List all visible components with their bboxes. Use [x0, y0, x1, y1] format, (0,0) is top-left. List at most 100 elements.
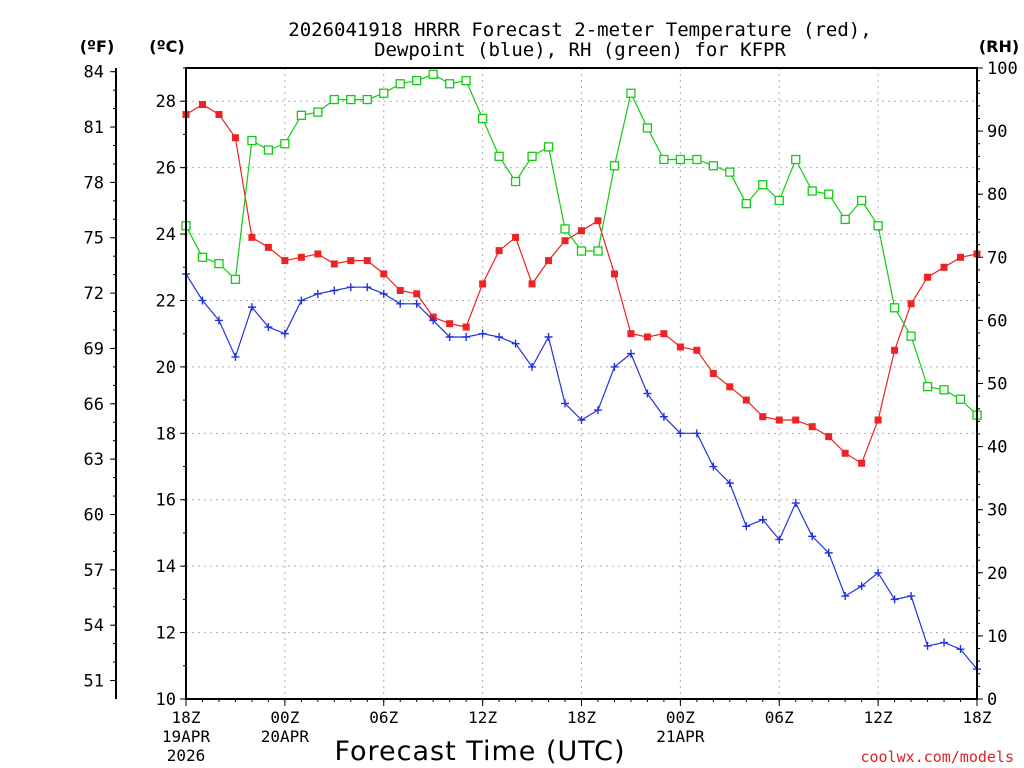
fahrenheit-tick-label: 63 [84, 450, 104, 470]
dewpoint-point [198, 296, 207, 305]
dewpoint-point [495, 333, 504, 342]
dewpoint-point [412, 299, 421, 308]
temperature-point [347, 257, 355, 265]
temperature-point [198, 101, 206, 109]
dewpoint-point [791, 499, 800, 508]
temperature-point [363, 257, 371, 265]
celsius-tick-label: 18 [156, 424, 176, 444]
plot-frame [185, 67, 978, 700]
x-tick-label: 18Z [567, 708, 596, 727]
temperature-point [594, 217, 602, 225]
rh-point [692, 154, 702, 165]
x-tick-label: 18Z [172, 708, 201, 727]
fahrenheit-axis-label: (ºF) [80, 37, 115, 56]
rh-point [379, 88, 389, 98]
temperature-point [660, 330, 668, 338]
rh-point [296, 110, 307, 120]
rh-point [807, 186, 817, 196]
rh-point [725, 167, 735, 177]
rh-point [477, 113, 488, 124]
rh-point [313, 107, 323, 117]
temperature-point [446, 320, 454, 328]
dewpoint-point [956, 645, 965, 654]
dewpoint-point [725, 479, 734, 488]
dewpoint-point [313, 289, 322, 298]
rh-point [197, 252, 208, 262]
rh-point [593, 246, 603, 256]
fahrenheit-tick-label: 75 [84, 229, 104, 249]
x-axis-title: Forecast Time (UTC) [334, 736, 625, 767]
rh-point [263, 145, 274, 155]
dewpoint-point [297, 296, 306, 305]
temperature-point [742, 396, 750, 404]
x-tick-label: 06Z [369, 708, 398, 727]
temperature-point [775, 416, 783, 424]
x-tick-label: 12Z [864, 708, 893, 727]
rh-point [840, 214, 850, 225]
temperature-point [759, 413, 767, 421]
fahrenheit-tick-label: 84 [84, 63, 104, 83]
temperature-point [841, 449, 849, 457]
celsius-tick-label: 28 [156, 92, 176, 112]
temperature-point [709, 370, 717, 378]
rh-point [461, 75, 471, 86]
rh-point [428, 69, 438, 79]
grid [186, 68, 977, 700]
temperature-point [924, 273, 932, 281]
rh-point [247, 135, 257, 146]
dewpoint-point [890, 595, 899, 604]
rh-tick-label: 30 [987, 501, 1007, 521]
rh-point [791, 154, 801, 165]
temperature-point [495, 247, 503, 255]
temperature-point [825, 433, 833, 441]
rh-point [873, 221, 883, 231]
x-tick-label: 06Z [765, 708, 794, 727]
temperature-point [808, 423, 816, 431]
x-tick-label: 00Z [270, 708, 299, 727]
dewpoint-point [577, 416, 586, 425]
rh-point [510, 176, 521, 187]
dewpoint-point [247, 303, 256, 312]
dewpoint-point [363, 283, 372, 292]
series [181, 69, 982, 674]
dewpoint-point [528, 362, 537, 371]
rh-tick-label: 70 [987, 248, 1007, 268]
rh-point [708, 161, 718, 171]
rh-point [543, 142, 554, 152]
rh-point [214, 258, 224, 269]
dewpoint-point [346, 283, 355, 292]
dewpoint-point [561, 399, 570, 408]
fahrenheit-tick-label: 54 [84, 616, 104, 636]
dewpoint-point [808, 532, 817, 541]
temperature-point [610, 270, 618, 278]
temperature-point [891, 346, 899, 354]
fahrenheit-tick-label: 72 [84, 284, 104, 304]
temperature-point [957, 253, 965, 261]
celsius-axis-label: (ºC) [149, 37, 184, 56]
rh-point [922, 382, 933, 392]
celsius-tick-label: 10 [156, 690, 176, 710]
temperature-point [676, 343, 684, 351]
rh-point [626, 88, 636, 98]
dewpoint-point [857, 582, 866, 591]
rh-point [576, 246, 587, 256]
dewpoint-point [659, 412, 668, 421]
temperature-point [561, 237, 569, 245]
rh-point [280, 139, 290, 149]
dewpoint-point [643, 389, 652, 398]
dewpoint-point [445, 333, 454, 342]
temperature-point [330, 260, 338, 268]
rh-point [774, 195, 784, 206]
temperature-point [643, 333, 651, 341]
celsius-tick-label: 16 [156, 491, 176, 511]
x-tick-label: 12Z [468, 708, 497, 727]
x-tick-label: 18Z [963, 708, 992, 727]
dewpoint-point [396, 299, 405, 308]
dewpoint-point [709, 462, 718, 471]
dewpoint-point [214, 316, 223, 325]
celsius-tick-label: 24 [156, 225, 176, 245]
dewpoint-point [758, 515, 767, 524]
dewpoint-point [379, 289, 388, 298]
dewpoint-point [742, 522, 751, 531]
